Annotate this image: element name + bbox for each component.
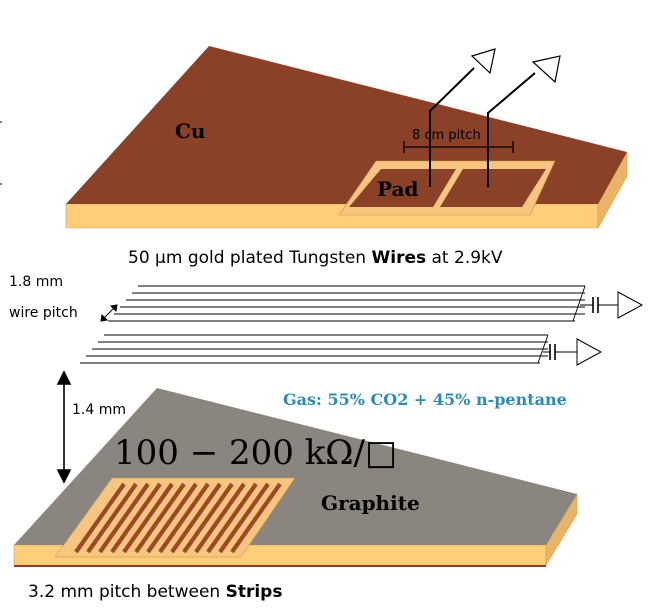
readout-arrow-left-icon [470, 48, 496, 75]
strip [74, 482, 126, 554]
strip [170, 482, 222, 554]
pad-label: Pad [377, 177, 418, 201]
strip [194, 482, 246, 554]
strip [146, 482, 198, 554]
amplifier-icon [576, 338, 603, 366]
resistivity-label: 100 − 200 kΩ/□ [114, 433, 397, 473]
wire-bus-lower [537, 334, 549, 364]
strip-array [74, 482, 282, 554]
strips-caption-bold: Strips [226, 582, 283, 602]
readout-upper [580, 291, 644, 319]
strips-caption: 3.2 mm pitch between Strips [28, 582, 282, 602]
pad-right [440, 169, 546, 207]
amplifier-icon [617, 291, 644, 319]
readout-arrow-right-icon [531, 55, 561, 84]
pad-readout-lines [429, 67, 536, 187]
strip [86, 482, 138, 554]
readout-lower [543, 338, 603, 366]
strip [230, 482, 282, 554]
strips-caption-prefix: 3.2 mm pitch between [28, 582, 226, 602]
wires-caption: 50 µm gold plated Tungsten Wires at 2.9k… [128, 248, 503, 268]
strip [98, 482, 150, 554]
gas-label: Gas: 55% CO2 + 45% n-pentane [283, 390, 567, 409]
wire-pitch-label: wire pitch [9, 305, 78, 321]
wire-bus-upper [572, 285, 586, 322]
graphite-label: Graphite [321, 491, 420, 515]
strip [206, 482, 258, 554]
strip [134, 482, 186, 554]
strip [110, 482, 162, 554]
gap-arrow-icon [56, 370, 72, 484]
wires-caption-suffix: at 2.9kV [426, 248, 503, 268]
readout-line-left [429, 67, 475, 187]
strip [158, 482, 210, 554]
strip-area [54, 477, 296, 558]
graphite-plate-right-edge [545, 492, 578, 567]
strip [218, 482, 270, 554]
wires-caption-bold: Wires [371, 248, 426, 268]
wire-plane [80, 285, 586, 364]
wire-pitch-value: 1.8 mm [9, 274, 63, 290]
strip [182, 482, 234, 554]
copper-plate [65, 46, 628, 230]
wires-caption-prefix: 50 µm gold plated Tungsten [128, 248, 371, 268]
strip [122, 482, 174, 554]
readout-line-right [487, 72, 536, 187]
gap-label: 1.4 mm [72, 402, 126, 418]
wire-pitch-arrow-icon [100, 304, 118, 322]
pad-pitch-label: 8 cm pitch [412, 128, 481, 143]
pad-array [338, 160, 556, 216]
pad-pitch-dimension [403, 141, 514, 153]
copper-label: Cu [175, 119, 205, 143]
